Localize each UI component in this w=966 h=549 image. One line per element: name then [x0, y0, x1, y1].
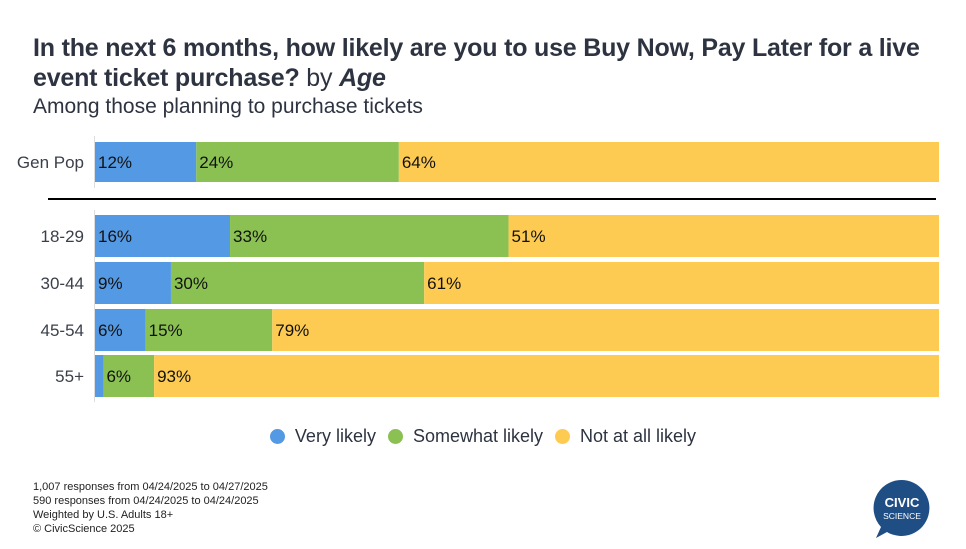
- data-label-gen-pop-very-likely: 12%: [98, 153, 132, 172]
- data-label-18-29-somewhat-likely: 33%: [233, 227, 267, 246]
- data-label-gen-pop-not-at-all-likely: 64%: [402, 153, 436, 172]
- footnote-responses-1: 1,007 responses from 04/24/2025 to 04/27…: [33, 481, 268, 493]
- logo-speech-bubble: [873, 479, 930, 538]
- bar-segment-55-somewhat-likely: [103, 355, 155, 397]
- bar-segment-gen-pop-not-at-all-likely: [398, 142, 940, 182]
- legend-label: Not at all likely: [580, 426, 697, 446]
- category-label-18-29: 18-29: [41, 227, 84, 246]
- civicscience-logo-icon: CIVIC SCIENCE: [873, 479, 930, 538]
- stacked-bar-chart: Gen Pop 12% 24% 64% 18-29 16% 33% 51% 30-44 9% 30%…: [17, 136, 940, 402]
- legend-item-somewhat-likely: Somewhat likely: [387, 426, 544, 447]
- footnotes: 1,007 responses from 04/24/2025 to 04/27…: [33, 480, 268, 536]
- title-by: by: [306, 64, 333, 92]
- bar-segment-45-54-not-at-all-likely: [272, 309, 939, 351]
- bar-segment-45-54-very-likely: [95, 309, 146, 351]
- category-label-45-54: 45-54: [41, 321, 84, 340]
- logo-line2: SCIENCE: [883, 511, 921, 521]
- data-label-45-54-very-likely: 6%: [98, 321, 123, 340]
- data-label-18-29-not-at-all-likely: 51%: [512, 227, 546, 246]
- bar-segment-18-29-very-likely: [95, 215, 231, 257]
- legend-item-very-likely: Very likely: [269, 426, 376, 447]
- data-label-45-54-not-at-all-likely: 79%: [275, 321, 309, 340]
- legend-label: Somewhat likely: [412, 426, 544, 446]
- data-label-30-44-not-at-all-likely: 61%: [427, 274, 461, 293]
- logo-line1: CIVIC: [885, 495, 920, 510]
- category-label-30-44: 30-44: [41, 274, 84, 293]
- legend: Very likely Somewhat likely Not at all l…: [0, 426, 966, 447]
- data-label-18-29-very-likely: 16%: [98, 227, 132, 246]
- data-label-30-44-very-likely: 9%: [98, 274, 123, 293]
- title-by-variable: Age: [339, 64, 386, 92]
- legend-label: Very likely: [294, 426, 376, 446]
- legend-dot-very-likely-icon: [269, 429, 285, 444]
- footnote-responses-2: 590 responses from 04/24/2025 to 04/24/2…: [33, 495, 259, 507]
- bar-segment-18-29-not-at-all-likely: [508, 215, 939, 257]
- data-label-55-somewhat-likely: 6%: [106, 367, 131, 386]
- data-label-55-not-at-all-likely: 93%: [157, 367, 191, 386]
- footnote-weighting: Weighted by U.S. Adults 18+: [33, 509, 174, 521]
- chart-subtitle: Among those planning to purchase tickets: [33, 95, 423, 118]
- bar-segment-gen-pop-somewhat-likely: [196, 142, 399, 182]
- category-label-gen-pop: Gen Pop: [17, 153, 84, 172]
- title-main: In the next 6 months, how likely are you…: [33, 34, 920, 92]
- data-label-30-44-somewhat-likely: 30%: [174, 274, 208, 293]
- bar-segment-55-very-likely: [95, 355, 104, 397]
- bar-segment-45-54-somewhat-likely: [145, 309, 273, 351]
- bar-segment-30-44-very-likely: [95, 262, 171, 304]
- bar-segment-30-44-somewhat-likely: [170, 262, 425, 304]
- legend-dot-not-at-all-likely-icon: [555, 429, 571, 444]
- chart-title: In the next 6 months, how likely are you…: [33, 33, 953, 93]
- bar-segment-55-not-at-all-likely: [154, 355, 939, 397]
- category-label-55: 55+: [55, 367, 84, 386]
- footnote-copyright: © CivicScience 2025: [33, 523, 135, 535]
- data-label-45-54-somewhat-likely: 15%: [149, 321, 183, 340]
- bar-segment-gen-pop-very-likely: [95, 142, 197, 182]
- legend-dot-somewhat-likely-icon: [387, 429, 403, 444]
- data-label-gen-pop-somewhat-likely: 24%: [199, 153, 233, 172]
- legend-item-not-at-all-likely: Not at all likely: [555, 426, 696, 447]
- bar-segment-18-29-somewhat-likely: [230, 215, 509, 257]
- bar-segment-30-44-not-at-all-likely: [424, 262, 939, 304]
